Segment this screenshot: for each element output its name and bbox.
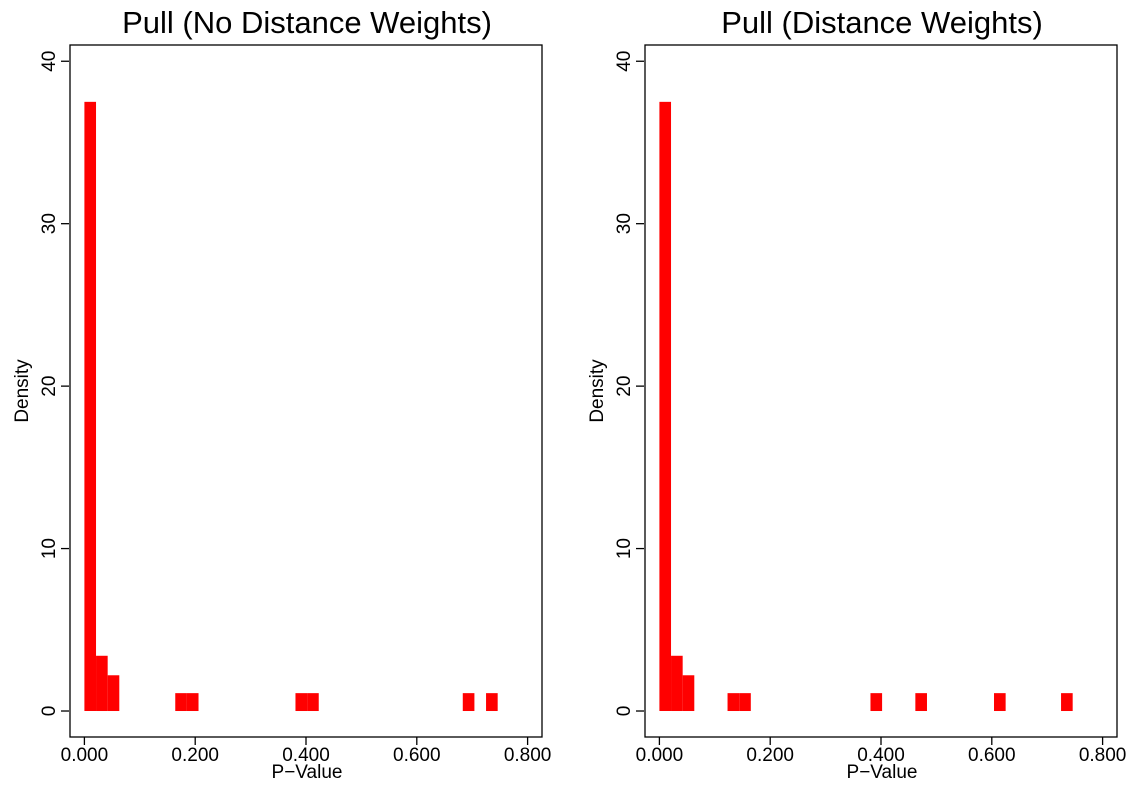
x-axis-label: P−Value — [272, 762, 343, 783]
y-tick-label: 0 — [614, 706, 635, 717]
bars-group — [659, 101, 1073, 712]
histogram-bar — [682, 675, 695, 712]
x-axis: 0.000 0.200 0.400 0.600 0.800 — [61, 737, 552, 766]
x-axis: 0.000 0.200 0.400 0.600 0.800 — [636, 737, 1127, 766]
histogram-bar — [870, 693, 883, 712]
bars-group — [84, 101, 498, 712]
y-axis-label: Density — [587, 359, 608, 423]
panel-no-distance-weights: Pull (No Distance Weights) 0 10 20 30 40 0.0… — [12, 5, 551, 783]
histogram-bar — [295, 693, 308, 712]
y-tick-label: 0 — [39, 706, 60, 717]
x-tick-label: 0.800 — [1079, 745, 1127, 766]
histogram-bar — [727, 693, 740, 712]
chart-title: Pull (Distance Weights) — [721, 5, 1043, 40]
histogram-bar — [915, 693, 927, 712]
y-axis-label: Density — [12, 359, 33, 423]
histogram-bar — [462, 693, 475, 712]
x-tick-label: 0.000 — [61, 745, 109, 766]
histogram-bar — [307, 693, 319, 712]
x-tick-label: 0.800 — [504, 745, 552, 766]
y-tick-label: 20 — [39, 376, 60, 397]
histogram-bar — [486, 693, 498, 712]
x-axis-label: P−Value — [847, 762, 918, 783]
histogram-bar — [994, 693, 1006, 712]
x-tick-label: 0.400 — [282, 745, 330, 766]
y-tick-label: 30 — [614, 213, 635, 234]
histogram-bar — [671, 655, 683, 712]
x-tick-label: 0.200 — [171, 745, 219, 766]
plot-frame — [644, 44, 1118, 738]
x-tick-label: 0.200 — [746, 745, 794, 766]
y-tick-label: 20 — [614, 376, 635, 397]
y-tick-label: 10 — [39, 538, 60, 559]
y-tick-label: 30 — [39, 213, 60, 234]
histogram-bar — [1061, 693, 1073, 712]
histogram-bar — [96, 655, 108, 712]
y-tick-label: 10 — [614, 538, 635, 559]
x-tick-label: 0.000 — [636, 745, 684, 766]
x-tick-label: 0.600 — [968, 745, 1016, 766]
y-tick-label: 40 — [39, 51, 60, 72]
chart-title: Pull (No Distance Weights) — [122, 5, 492, 40]
histogram-bar — [739, 693, 751, 712]
x-tick-label: 0.400 — [857, 745, 905, 766]
y-tick-label: 40 — [614, 51, 635, 72]
histogram-bar — [186, 693, 199, 712]
y-axis: 0 10 20 30 40 — [614, 51, 644, 717]
histogram-bar — [659, 101, 672, 712]
histogram-bar — [175, 693, 187, 712]
x-tick-label: 0.600 — [393, 745, 441, 766]
plot-frame — [69, 44, 543, 738]
y-axis: 0 10 20 30 40 — [39, 51, 69, 717]
histogram-bar — [107, 675, 120, 712]
histogram-bar — [84, 101, 97, 712]
